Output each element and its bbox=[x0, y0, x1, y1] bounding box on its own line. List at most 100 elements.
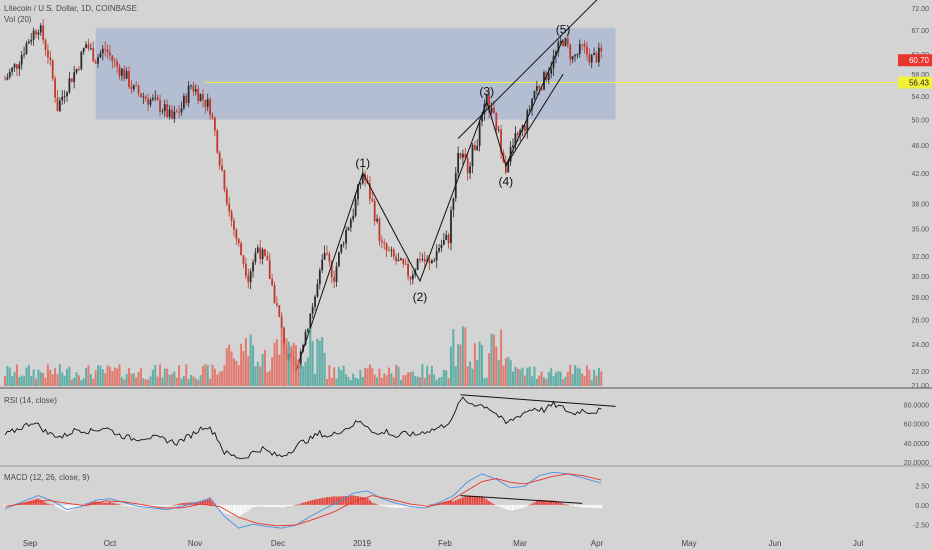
volume-bar bbox=[216, 374, 219, 386]
volume-bar bbox=[85, 367, 88, 386]
candle-body bbox=[519, 130, 522, 136]
volume-bar bbox=[512, 371, 515, 386]
candle-body bbox=[113, 60, 116, 62]
candle-body bbox=[173, 111, 176, 119]
candle-body bbox=[552, 55, 555, 69]
signal-line bbox=[4, 473, 602, 527]
macd-histogram-bar bbox=[46, 503, 49, 505]
volume-bar bbox=[261, 354, 264, 386]
volume-bars bbox=[4, 326, 603, 386]
candle-body bbox=[254, 252, 257, 263]
macd-histogram-bar bbox=[504, 504, 507, 510]
candle-body bbox=[252, 262, 254, 272]
volume-bar bbox=[128, 368, 131, 386]
candle-body bbox=[280, 316, 283, 328]
macd-histogram-bar bbox=[309, 500, 312, 505]
macd-histogram-bar bbox=[333, 496, 336, 505]
macd-histogram-bar bbox=[256, 504, 259, 507]
macd-histogram-bar bbox=[111, 502, 114, 505]
volume-bar bbox=[574, 365, 577, 386]
candle-body bbox=[490, 107, 493, 113]
candle-body bbox=[493, 107, 495, 114]
macd-histogram-bar bbox=[266, 504, 269, 508]
volume-bar bbox=[423, 378, 426, 386]
candle-body bbox=[256, 247, 259, 253]
rsi-panel: 80.0000 60.0000 40.0000 20.0000 bbox=[4, 394, 929, 467]
candle-body bbox=[440, 244, 443, 248]
candle-body bbox=[538, 86, 541, 89]
volume-bar bbox=[278, 354, 281, 386]
macd-histogram-bar bbox=[404, 504, 407, 508]
candle-body bbox=[593, 52, 595, 56]
price-tick-label: 26.00 bbox=[911, 318, 929, 325]
candle-body bbox=[247, 275, 250, 283]
volume-bar bbox=[130, 373, 133, 386]
macd-histogram-bar bbox=[230, 504, 233, 515]
candle-body bbox=[342, 243, 345, 245]
volume-bar bbox=[275, 339, 278, 386]
macd-histogram-bar bbox=[314, 499, 317, 505]
candle-body bbox=[125, 71, 128, 79]
candle-body bbox=[142, 96, 145, 98]
macd-histogram-bar bbox=[106, 502, 109, 505]
volume-bar bbox=[569, 365, 572, 386]
volume-bar bbox=[194, 378, 197, 386]
candle-body bbox=[392, 249, 395, 257]
macd-histogram-bar bbox=[535, 501, 538, 505]
volume-bar bbox=[550, 367, 553, 386]
macd-histogram-bar bbox=[395, 504, 398, 508]
macd-histogram-bar bbox=[130, 504, 133, 507]
volume-bar bbox=[345, 374, 348, 386]
macd-tick-label: -2.50 bbox=[913, 522, 929, 529]
candle-body bbox=[476, 145, 479, 151]
macd-histogram-bar bbox=[49, 504, 52, 505]
candle-body bbox=[514, 133, 517, 146]
macd-histogram-bar bbox=[232, 504, 235, 516]
volume-bar bbox=[39, 372, 42, 386]
volume-bar bbox=[23, 376, 26, 386]
volume-bar bbox=[380, 377, 383, 386]
macd-histogram-bar bbox=[483, 497, 486, 505]
macd-histogram-bar bbox=[280, 504, 283, 508]
candle-body bbox=[562, 41, 564, 46]
macd-histogram-bar bbox=[92, 501, 95, 505]
volume-bar bbox=[118, 364, 121, 386]
volume-bar bbox=[51, 374, 54, 386]
candle-body bbox=[116, 61, 118, 67]
volume-bar bbox=[61, 372, 64, 386]
macd-histogram-bar bbox=[545, 500, 548, 505]
candle-body bbox=[402, 258, 405, 264]
macd-histogram-bar bbox=[235, 504, 238, 517]
volume-bar bbox=[230, 351, 233, 386]
macd-histogram-bar bbox=[125, 504, 128, 507]
macd-histogram-bar bbox=[170, 504, 173, 506]
candle-body bbox=[94, 61, 97, 64]
volume-bar bbox=[364, 367, 367, 386]
candle-body bbox=[512, 145, 514, 148]
candle-body bbox=[51, 59, 54, 79]
volume-bar bbox=[430, 366, 433, 386]
macd-histogram-bar bbox=[116, 503, 119, 505]
macd-histogram-bar bbox=[163, 504, 166, 507]
candle-body bbox=[171, 109, 173, 119]
volume-bar bbox=[113, 367, 116, 386]
volume-bar bbox=[201, 366, 204, 386]
candle-body bbox=[204, 99, 207, 107]
candle-body bbox=[586, 46, 588, 55]
volume-bar bbox=[354, 377, 357, 386]
candle-body bbox=[73, 72, 76, 82]
candle-body bbox=[37, 32, 40, 35]
volume-bar bbox=[101, 369, 104, 386]
volume-bar bbox=[488, 353, 491, 386]
macd-histogram-bar bbox=[576, 504, 579, 507]
volume-bar bbox=[385, 375, 388, 386]
volume-bar bbox=[576, 367, 579, 386]
macd-histogram-bar bbox=[151, 504, 154, 507]
macd-histogram-bar bbox=[287, 504, 290, 507]
candle-body bbox=[462, 153, 464, 158]
volume-bar bbox=[228, 344, 231, 386]
candle-body bbox=[190, 85, 192, 87]
macd-histogram-bar bbox=[302, 502, 305, 505]
candle-body bbox=[92, 47, 95, 62]
